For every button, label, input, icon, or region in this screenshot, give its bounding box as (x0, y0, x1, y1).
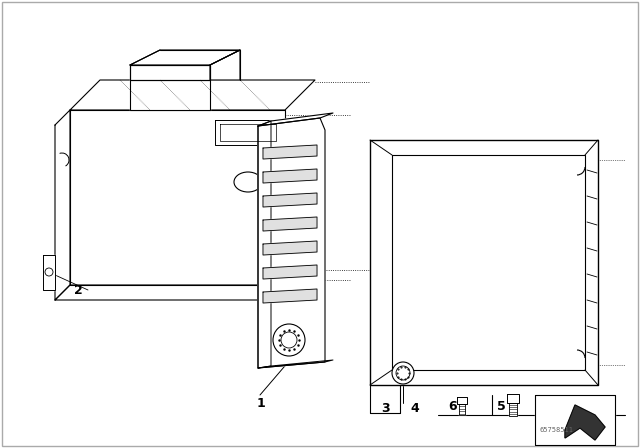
Polygon shape (392, 155, 585, 370)
Text: 3: 3 (381, 401, 389, 414)
Polygon shape (565, 405, 605, 440)
Polygon shape (130, 80, 210, 110)
Polygon shape (258, 121, 271, 368)
Text: 2: 2 (74, 284, 83, 297)
Polygon shape (263, 289, 317, 303)
Polygon shape (130, 65, 210, 80)
Circle shape (273, 324, 305, 356)
Polygon shape (215, 120, 280, 145)
Text: 1: 1 (257, 396, 266, 409)
Polygon shape (130, 50, 240, 65)
Polygon shape (258, 113, 333, 126)
Polygon shape (258, 118, 325, 368)
Polygon shape (507, 394, 519, 403)
Polygon shape (263, 193, 317, 207)
Polygon shape (263, 265, 317, 279)
Text: 6: 6 (449, 400, 458, 413)
Polygon shape (263, 241, 317, 255)
Polygon shape (220, 124, 276, 141)
Polygon shape (258, 360, 333, 368)
Polygon shape (535, 395, 615, 445)
Text: 65758511: 65758511 (540, 427, 574, 433)
Polygon shape (43, 255, 55, 290)
Text: 4: 4 (411, 401, 419, 414)
Circle shape (392, 362, 414, 384)
Polygon shape (459, 404, 465, 415)
Polygon shape (263, 217, 317, 231)
Polygon shape (263, 169, 317, 183)
Text: 5: 5 (497, 400, 506, 413)
Polygon shape (457, 397, 467, 404)
Polygon shape (70, 110, 285, 285)
Polygon shape (370, 140, 598, 385)
Polygon shape (55, 110, 70, 300)
Polygon shape (210, 50, 240, 80)
Polygon shape (55, 285, 285, 300)
Polygon shape (70, 80, 315, 110)
Polygon shape (263, 145, 317, 159)
Polygon shape (509, 403, 517, 416)
